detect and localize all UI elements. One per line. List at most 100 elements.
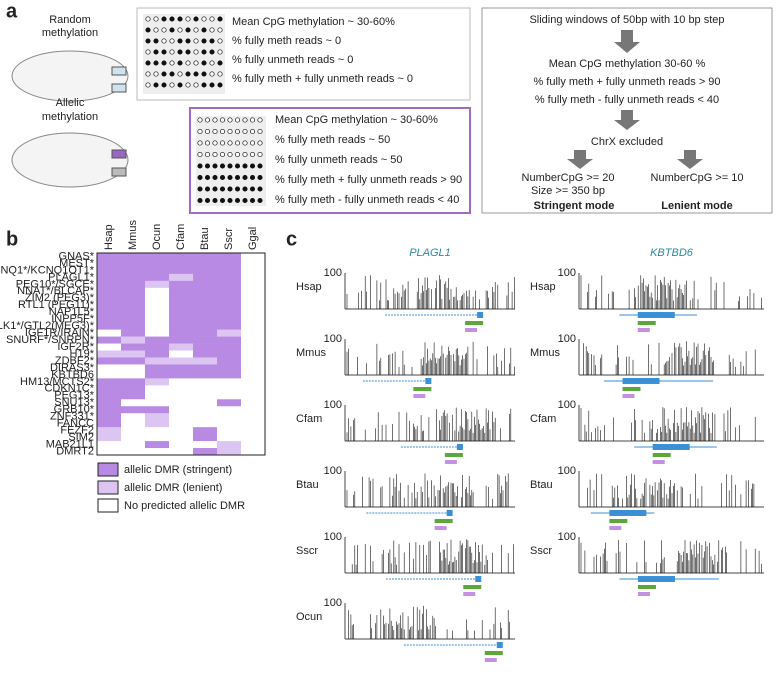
exon (652, 444, 690, 450)
cpg (219, 163, 226, 169)
cell (169, 343, 193, 351)
methylation-bars (346, 275, 515, 309)
cell (169, 259, 193, 268)
cell (121, 385, 145, 393)
cell (217, 280, 241, 289)
exon (622, 378, 660, 384)
cpg (227, 197, 233, 204)
cpg (219, 174, 226, 181)
cell (121, 420, 145, 428)
cell (193, 253, 217, 261)
row-label: PEG13* (54, 390, 94, 402)
cell (193, 427, 217, 435)
cell (97, 399, 121, 407)
cpg (197, 117, 203, 123)
cpg (217, 27, 223, 33)
cpg (153, 16, 159, 22)
cell (217, 350, 241, 358)
cell (169, 253, 193, 261)
cell (193, 420, 217, 428)
panel-label: b (6, 228, 18, 250)
row-label: FEZF2 (60, 425, 94, 437)
cpg (249, 174, 256, 181)
cell (217, 308, 241, 316)
cpg (257, 151, 263, 158)
box (136, 7, 471, 101)
column-label: Sscr (223, 228, 235, 250)
cell (241, 259, 265, 268)
cell (97, 301, 121, 310)
axis-label: 100 (558, 465, 576, 477)
cell (169, 441, 193, 449)
cpg (219, 197, 226, 204)
species-label: Cfam (530, 413, 556, 425)
exon (475, 576, 482, 582)
cell (97, 273, 121, 282)
row-label: SNURF*/SNRPN* (6, 334, 95, 346)
cpg (249, 151, 256, 158)
panel-label: c (286, 228, 297, 250)
cpg (234, 174, 241, 181)
row-label: KBTBD6 (51, 369, 94, 381)
cpg (242, 186, 248, 192)
cell (121, 322, 145, 330)
cell (193, 357, 217, 365)
row-label: DMRT2 (56, 445, 94, 457)
cpg (257, 163, 263, 169)
box (189, 107, 471, 214)
cpg (234, 140, 241, 146)
cpg (219, 117, 226, 123)
cell (169, 329, 193, 337)
cpg (212, 117, 218, 123)
cpg (193, 49, 199, 55)
cpg (185, 16, 191, 22)
cell (241, 357, 265, 365)
cell (217, 253, 241, 261)
cell (121, 399, 145, 407)
cpg (212, 140, 218, 146)
cpg (177, 60, 183, 66)
heatmap-border (96, 252, 266, 456)
cpg (227, 140, 233, 146)
cell (145, 385, 169, 393)
box-text: % fully unmeth reads ~ 0 (232, 54, 353, 66)
cpg (177, 49, 183, 55)
cell (97, 343, 121, 351)
dmr-track (444, 460, 457, 464)
box-text: Mean CpG methylation ~ 30-60% (275, 114, 438, 126)
exon (425, 378, 432, 384)
cpg (212, 128, 218, 135)
cell (169, 406, 193, 414)
exon (477, 312, 484, 318)
cell (121, 392, 145, 400)
dmr-lenient-track (465, 321, 484, 325)
axis-label: 100 (558, 399, 576, 411)
row-label: RTL1 (PEG11)* (18, 299, 95, 311)
cpg (197, 197, 203, 204)
box-text: % fully unmeth reads ~ 50 (275, 154, 403, 166)
cpg (201, 38, 207, 44)
cell (97, 287, 121, 296)
cell (145, 399, 169, 407)
cpg (177, 27, 183, 33)
axis-label: 100 (324, 531, 342, 543)
cell (97, 406, 121, 414)
cell (193, 259, 217, 268)
cpg (193, 16, 199, 22)
row-label: NAP1L5* (49, 306, 95, 318)
cell (97, 308, 121, 316)
cpg (201, 27, 207, 33)
cell (145, 448, 169, 456)
exon (456, 444, 463, 450)
cpg (201, 82, 207, 88)
cpg (219, 186, 226, 192)
cell (145, 420, 169, 428)
cpg (204, 128, 211, 135)
cpg (242, 128, 248, 135)
cell (169, 378, 193, 386)
cpg (212, 174, 218, 181)
criterion: Mean CpG methylation 30-60 % (549, 58, 706, 70)
cell (241, 406, 265, 414)
row-label: DLK1*/GTL2(MEG3)* (0, 320, 95, 332)
row-label: IGF1R/IRAIN* (25, 327, 95, 339)
